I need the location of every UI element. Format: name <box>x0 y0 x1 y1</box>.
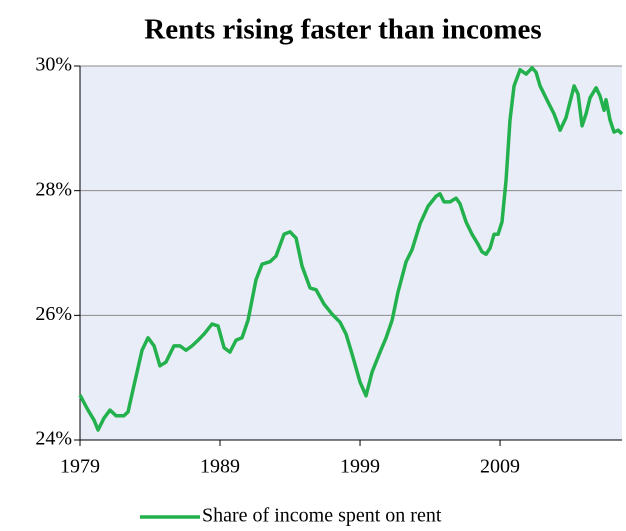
legend-label: Share of income spent on rent <box>202 505 442 527</box>
y-tick-label: 30% <box>35 54 72 76</box>
chart-title: Rents rising faster than incomes <box>144 14 541 46</box>
x-tick-label: 1979 <box>60 456 100 478</box>
plot-area <box>80 66 622 440</box>
x-tick-label: 2009 <box>480 456 520 478</box>
y-tick-label: 26% <box>35 303 72 325</box>
y-tick-label: 24% <box>35 428 72 450</box>
data-line <box>78 66 624 432</box>
x-tick-label: 1999 <box>340 456 380 478</box>
y-tick-label: 28% <box>35 178 72 200</box>
x-tick-label: 1989 <box>200 456 240 478</box>
